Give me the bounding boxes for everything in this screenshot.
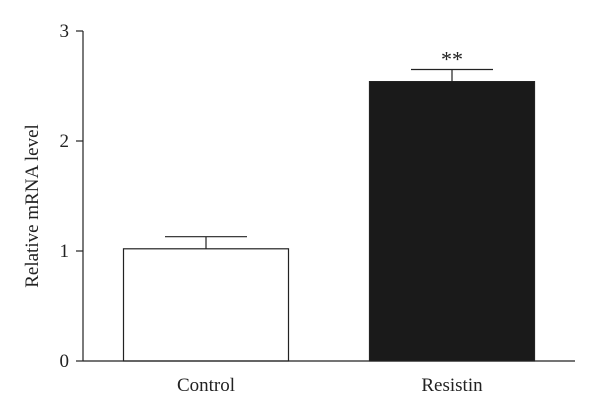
x-tick-label: Resistin: [421, 375, 483, 396]
labels: Control Resistin **: [177, 47, 483, 397]
y-ticks: 0 1 2 3: [60, 21, 83, 372]
y-tick-label: 3: [60, 21, 70, 42]
bars: [122, 80, 536, 362]
y-tick-label: 2: [60, 131, 70, 152]
y-tick-label: 1: [60, 241, 70, 262]
bar-control: [122, 248, 290, 362]
bar-resistin: [368, 80, 536, 362]
x-tick-label: Control: [177, 375, 235, 396]
error-bars: [165, 68, 493, 249]
y-tick-label: 0: [60, 351, 70, 372]
significance-marker: **: [441, 47, 463, 72]
y-axis-title: Relative mRNA level: [22, 124, 43, 288]
